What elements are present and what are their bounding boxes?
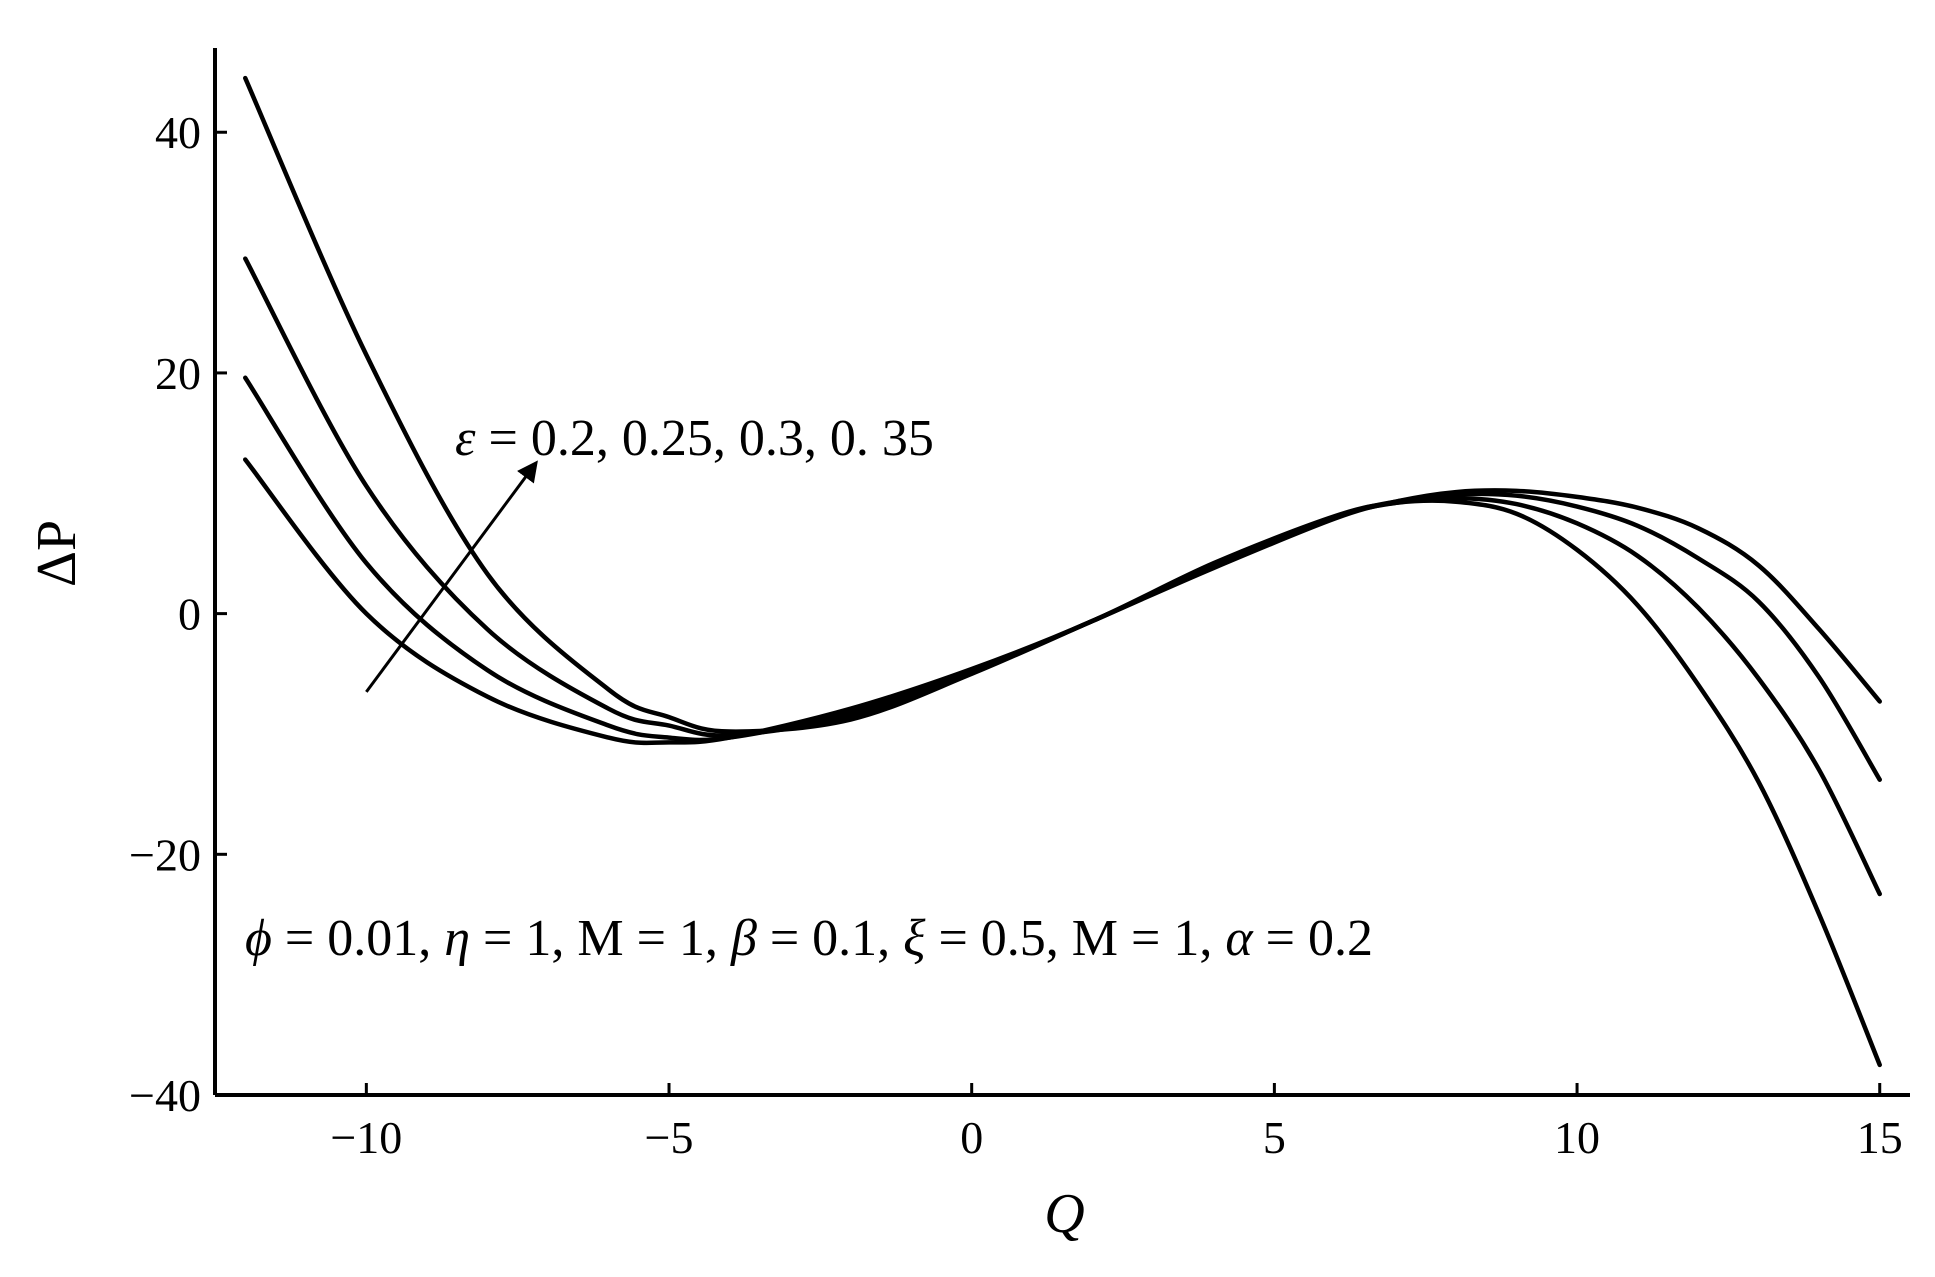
param-symbol: ξ xyxy=(903,910,926,967)
params-annotation: ϕ = 0.01, η = 1, M = 1, β = 0.1, ξ = 0.5… xyxy=(245,910,1373,967)
epsilon-annotation: ε = 0.2, 0.25, 0.3, 0. 35 xyxy=(455,410,934,467)
param-value: = 0.01, xyxy=(272,910,444,967)
epsilon-symbol: ε xyxy=(455,410,476,467)
param-symbol: β xyxy=(730,910,757,967)
param-value: = 0.2 xyxy=(1253,910,1373,967)
y-tick-label: −40 xyxy=(129,1070,201,1121)
y-tick-label: 40 xyxy=(155,107,201,158)
plot-area xyxy=(243,75,1882,1068)
y-ticks: −40 −20 0 20 40 xyxy=(129,107,227,1121)
x-tick-label: 5 xyxy=(1263,1112,1286,1163)
x-tick-label: −10 xyxy=(330,1112,402,1163)
param-value: = 0.1, xyxy=(757,910,903,967)
x-axis-title: Q xyxy=(1044,1183,1084,1245)
series-line-1 xyxy=(243,457,1882,1068)
x-tick-label: 15 xyxy=(1857,1112,1903,1163)
y-axis-title: ΔP xyxy=(26,520,88,587)
epsilon-arrow xyxy=(365,460,538,693)
x-tick-label: 0 xyxy=(960,1112,983,1163)
x-tick-label: 10 xyxy=(1554,1112,1600,1163)
y-tick-label: 0 xyxy=(178,589,201,640)
param-symbol: α xyxy=(1225,910,1254,967)
y-tick-label: −20 xyxy=(129,829,201,880)
param-symbol: η xyxy=(444,910,470,967)
series-line-4 xyxy=(243,75,1882,734)
param-value: = 0.5, M = 1, xyxy=(925,910,1225,967)
param-symbol: ϕ xyxy=(245,910,272,967)
series-line-3 xyxy=(243,256,1882,782)
x-ticks: −10 −5 0 5 10 15 xyxy=(330,1083,1903,1163)
epsilon-values: = 0.2, 0.25, 0.3, 0. 35 xyxy=(476,410,934,467)
series-group xyxy=(243,75,1882,1068)
x-tick-label: −5 xyxy=(645,1112,694,1163)
param-value: = 1, M = 1, xyxy=(470,910,731,967)
y-tick-label: 20 xyxy=(155,348,201,399)
